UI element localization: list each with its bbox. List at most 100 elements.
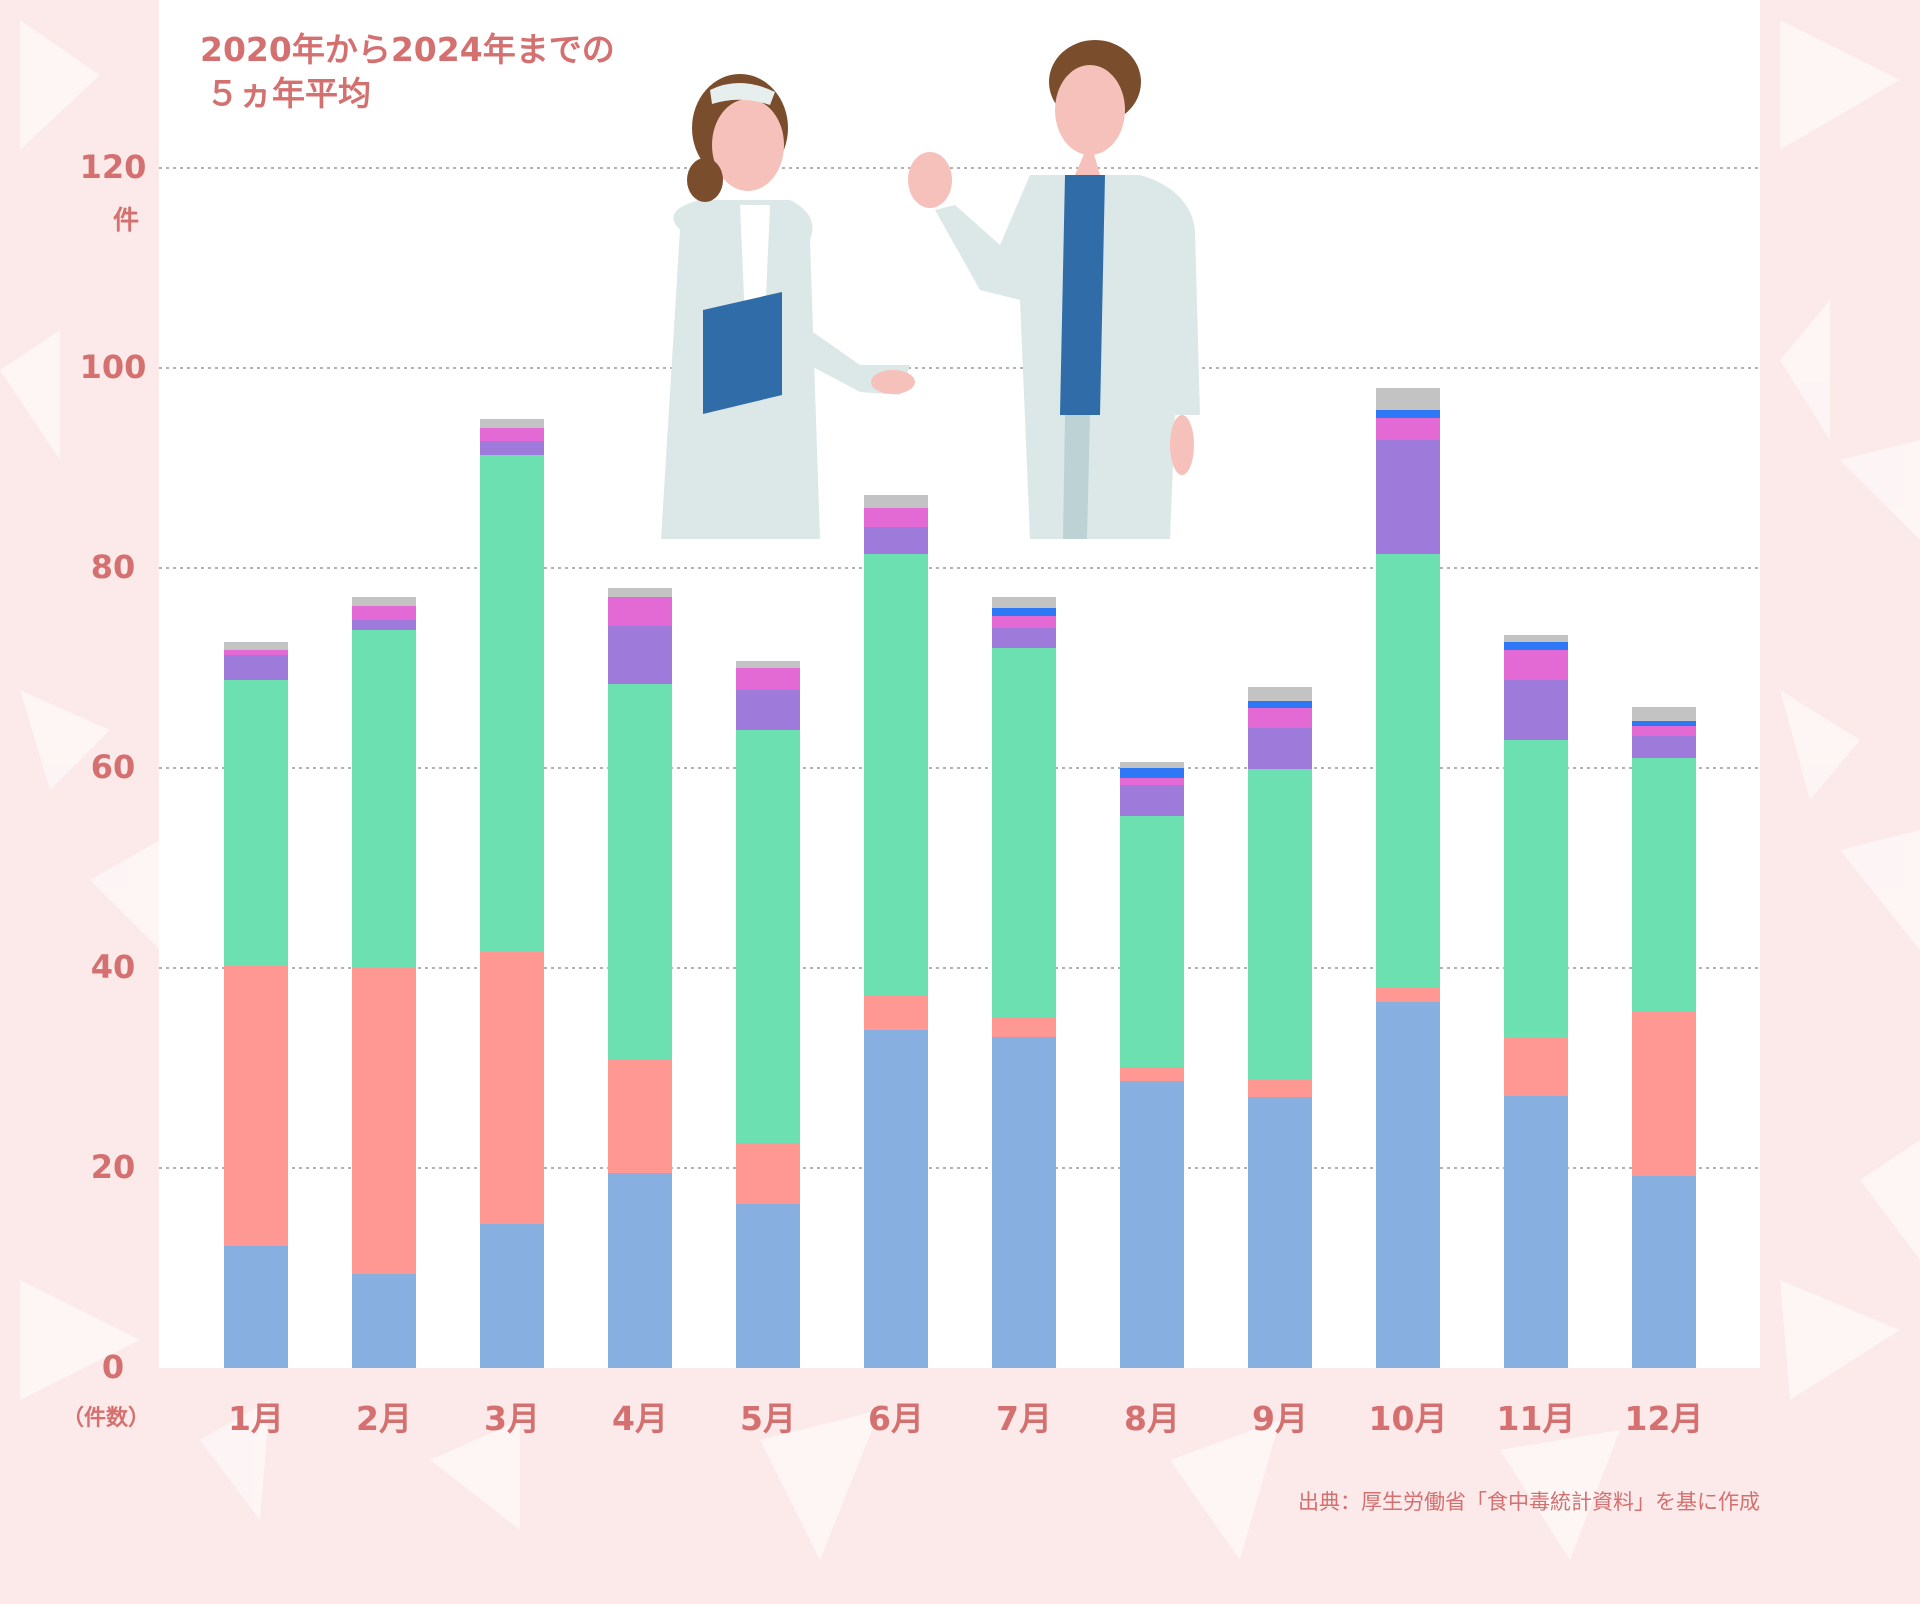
bar-segment-7-3	[992, 648, 1056, 1018]
y-axis-count-label: （件数）	[62, 1406, 151, 1431]
x-tick-label: 3月	[484, 1399, 540, 1438]
x-tick-label: 10月	[1368, 1399, 1448, 1438]
bar-segment-9-7	[1248, 687, 1312, 701]
bar-segment-8-4	[1120, 785, 1184, 816]
x-tick-label: 9月	[1252, 1399, 1308, 1438]
x-tick-label: 8月	[1124, 1399, 1180, 1438]
bar-segment-12-5	[1632, 726, 1696, 736]
bar-segment-9-3	[1248, 769, 1312, 1080]
bar-segment-3-7	[480, 419, 544, 428]
bar-segment-2-5	[352, 606, 416, 620]
bar-segment-4-4	[608, 626, 672, 684]
bar-segment-5-1	[736, 1204, 800, 1368]
title-line-1: 2020年から2024年までの	[200, 30, 615, 69]
bar-segment-5-5	[736, 668, 800, 690]
bar-segment-8-6	[1120, 768, 1184, 778]
bar-segment-10-4	[1376, 440, 1440, 554]
source-note: 出典：厚生労働省「食中毒統計資料」を基に作成	[1298, 1490, 1760, 1514]
bar-segment-12-3	[1632, 758, 1696, 1012]
bar-segment-1-4	[224, 655, 288, 680]
bar-segment-4-5	[608, 597, 672, 626]
bar-segment-10-3	[1376, 554, 1440, 988]
title-line-2: ５ヵ年平均	[206, 74, 371, 113]
bar-segment-2-1	[352, 1274, 416, 1368]
bar-segment-8-5	[1120, 778, 1184, 785]
y-tick-label: 60	[90, 748, 136, 786]
bar-segment-7-7	[992, 597, 1056, 608]
bar-segment-4-3	[608, 684, 672, 1059]
bar-segment-8-3	[1120, 816, 1184, 1067]
bar-segment-9-4	[1248, 728, 1312, 769]
bar-segment-2-7	[352, 597, 416, 606]
bar-segment-11-2	[1504, 1037, 1568, 1096]
bar-segment-3-3	[480, 455, 544, 952]
bar-segment-1-2	[224, 966, 288, 1246]
bar-segment-7-4	[992, 628, 1056, 648]
x-tick-label: 2月	[356, 1399, 412, 1438]
x-tick-label: 1月	[228, 1399, 284, 1438]
bar-segment-9-1	[1248, 1097, 1312, 1368]
y-tick-label: 0	[101, 1348, 125, 1386]
bar-segment-2-4	[352, 620, 416, 630]
bar-segment-6-5	[864, 508, 928, 527]
bar-segment-10-5	[1376, 418, 1440, 440]
bar-segment-5-4	[736, 690, 800, 730]
bar-segment-6-7	[864, 495, 928, 508]
y-tick-label: 80	[90, 548, 136, 586]
bar-segment-12-2	[1632, 1012, 1696, 1176]
bar-segment-9-6	[1248, 701, 1312, 708]
bar-segment-5-7	[736, 661, 800, 668]
bar-segment-3-5	[480, 428, 544, 441]
bar-segment-1-3	[224, 680, 288, 966]
y-tick-label: 120	[79, 148, 147, 186]
bar-segment-6-3	[864, 554, 928, 996]
bar-segment-10-6	[1376, 410, 1440, 418]
y-tick-label: 40	[90, 948, 136, 986]
y-unit-label: 件	[113, 206, 140, 236]
bar-segment-10-7	[1376, 388, 1440, 410]
doctor-and-nurse-illustration	[661, 40, 1200, 539]
bar-segment-7-6	[992, 608, 1056, 616]
bar-segment-9-5	[1248, 708, 1312, 728]
bar-segment-11-4	[1504, 680, 1568, 740]
x-tick-label: 6月	[868, 1399, 924, 1438]
bar-segment-12-6	[1632, 721, 1696, 726]
bar-segment-2-3	[352, 630, 416, 968]
y-tick-label: 100	[79, 348, 147, 386]
x-tick-label: 11月	[1496, 1399, 1576, 1438]
bar-segment-4-7	[608, 588, 672, 597]
bar-segment-5-2	[736, 1143, 800, 1204]
y-tick-label: 20	[90, 1148, 136, 1186]
x-tick-label: 12月	[1624, 1399, 1704, 1438]
nurse-figure	[661, 74, 915, 539]
bar-segment-3-2	[480, 952, 544, 1224]
bar-segment-7-5	[992, 616, 1056, 628]
bar-segment-4-2	[608, 1059, 672, 1173]
chart-title: 2020年から2024年までの ５ヵ年平均	[200, 28, 615, 116]
bar-segment-7-1	[992, 1037, 1056, 1368]
bar-segment-5-3	[736, 730, 800, 1143]
bar-segment-7-2	[992, 1018, 1056, 1037]
bar-segment-11-3	[1504, 740, 1568, 1037]
bar-segment-1-1	[224, 1246, 288, 1368]
x-tick-label: 5月	[740, 1399, 796, 1438]
bar-segment-8-7	[1120, 762, 1184, 768]
bar-segment-9-2	[1248, 1080, 1312, 1097]
bar-segment-8-1	[1120, 1081, 1184, 1368]
bar-segment-11-1	[1504, 1096, 1568, 1368]
bar-segment-11-5	[1504, 650, 1568, 680]
bar-segment-8-2	[1120, 1067, 1184, 1081]
x-tick-label: 7月	[996, 1399, 1052, 1438]
bar-segment-1-7	[224, 642, 288, 650]
doctor-figure	[908, 40, 1200, 539]
bar-segment-11-7	[1504, 635, 1568, 642]
bar-segment-6-1	[864, 1030, 928, 1368]
bar-segment-4-1	[608, 1173, 672, 1368]
bar-segment-2-2	[352, 968, 416, 1274]
bar-segment-11-6	[1504, 642, 1568, 650]
bar-segment-3-4	[480, 441, 544, 455]
bar-segment-6-2	[864, 996, 928, 1030]
bar-segment-1-5	[224, 650, 288, 655]
